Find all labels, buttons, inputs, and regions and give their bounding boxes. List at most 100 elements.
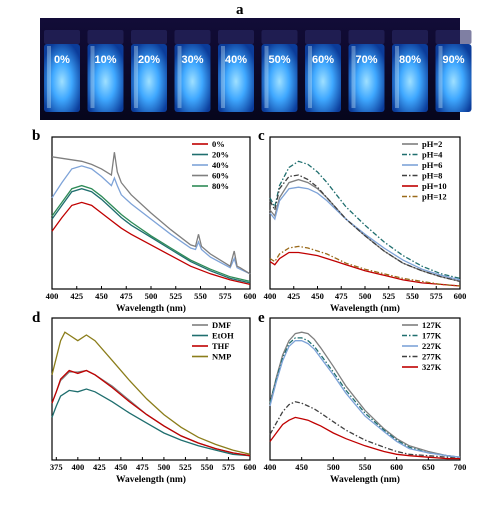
series-line-pH4 [269,160,461,280]
x-tick-label: 450 [311,291,324,301]
series-line-327K [269,416,460,460]
x-axis-label: Wavelength (nm) [116,303,186,314]
legend-entry: pH=4 [422,150,443,160]
x-tick-label: 400 [71,462,84,472]
vial-label: 80% [399,54,421,66]
series-line-DMF [51,369,251,457]
x-tick-label: 450 [95,291,108,301]
panel-label-b: b [32,128,40,144]
series-line-60 [51,152,251,275]
panel-label-d: d [32,310,41,326]
x-axis-label: Wavelength (nm) [330,303,400,314]
vial: 40% [218,30,254,112]
series-line-0 [51,201,251,286]
legend-entry: DMF [212,320,231,330]
x-tick-label: 475 [120,291,133,301]
chart-panel-b: 400 425 450 475 500 525 550 575 600 Wavelength (n… [46,136,257,314]
x-tick-label: 475 [136,462,149,472]
x-tick-label: 500 [327,462,340,472]
vial: 80% [392,30,428,112]
plot-frame [51,317,251,461]
x-tick-label: 500 [145,291,158,301]
x-tick-label: 600 [390,462,403,472]
legend-entry: 80% [212,181,229,191]
legend-entry: 127K [422,320,442,330]
panel-label-e: e [258,310,265,326]
x-tick-label: 550 [194,291,207,301]
x-tick-label: 425 [70,291,83,301]
vial-label: 30% [181,54,203,66]
series-line-277K [269,401,461,460]
series-line-THF [51,369,251,457]
legend-entry: pH=2 [422,139,442,149]
legend-entry: THF [212,341,229,351]
x-tick-label: 400 [264,462,277,472]
vial: 50% [261,30,298,112]
vial: 10% [87,30,124,112]
legend-entry: pH=12 [422,192,447,202]
vial: 20% [131,30,167,112]
chart-panel-e: 400 450 500 550 600 650 700 Wavelength (nm) 127K… [264,317,467,485]
series-line-pH6 [269,186,461,281]
series-line-pH2 [269,178,461,283]
legend-entry: EtOH [212,331,234,341]
vial-label: 20% [138,54,160,66]
legend-entry: 60% [212,171,229,181]
vial-label: 60% [312,54,334,66]
vial: 70% [348,30,385,112]
x-tick-label: 475 [335,291,348,301]
series-line-pH8 [269,174,461,283]
legend-entry: 277K [422,352,442,362]
x-tick-label: 600 [244,462,257,472]
x-tick-label: 525 [169,291,182,301]
vial: 30% [174,30,211,112]
series-line-EtOH [51,388,251,457]
series-line-80 [51,184,251,283]
vial-label: 10% [94,54,116,66]
series-line-227K [269,340,461,458]
legend-entry: pH=6 [422,160,442,170]
legend-entry: 0% [212,139,225,149]
panel-label-c: c [258,128,265,144]
vial-photo: 0% 10% 20% 30% 40% 50% 60% 70% 80% 90% [40,18,472,120]
series-line-pH10 [269,251,461,287]
x-tick-label: 575 [430,291,443,301]
series-line-127K [269,331,461,458]
x-tick-label: 375 [50,462,63,472]
x-tick-label: 600 [454,291,467,301]
x-tick-label: 500 [158,462,171,472]
x-tick-label: 700 [454,462,467,472]
x-tick-label: 500 [359,291,372,301]
chart-panel-c: 400 425 450 475 500 525 550 575 600 Wavelength (n… [264,136,467,314]
x-tick-label: 450 [114,462,127,472]
legend-entry: NMP [212,352,231,362]
x-tick-label: 450 [295,462,308,472]
vial-label: 0% [54,54,70,66]
series-line-40 [51,165,251,275]
x-tick-label: 400 [264,291,277,301]
x-tick-label: 650 [422,462,435,472]
legend-entry: 20% [212,150,229,160]
x-tick-label: 425 [287,291,300,301]
x-axis-label: Wavelength (nm) [116,474,186,485]
vial-label: 70% [355,54,377,66]
x-tick-label: 525 [382,291,395,301]
series-line-NMP [51,331,251,455]
legend-entry: pH=10 [422,181,447,191]
series-line-177K [269,337,461,458]
series-line-pH12 [269,245,461,287]
vial: 60% [305,30,341,112]
vial-label: 90% [442,54,464,66]
vial-label: 40% [225,54,247,66]
x-tick-label: 575 [219,291,232,301]
legend-entry: 327K [422,362,442,372]
legend-entry: 177K [422,331,442,341]
legend-entry: 227K [422,341,442,351]
x-axis-label: Wavelength (nm) [330,474,400,485]
x-tick-label: 550 [406,291,419,301]
vial: 0% [44,30,80,112]
x-tick-label: 400 [46,291,59,301]
x-tick-label: 600 [244,291,257,301]
x-tick-label: 550 [201,462,214,472]
